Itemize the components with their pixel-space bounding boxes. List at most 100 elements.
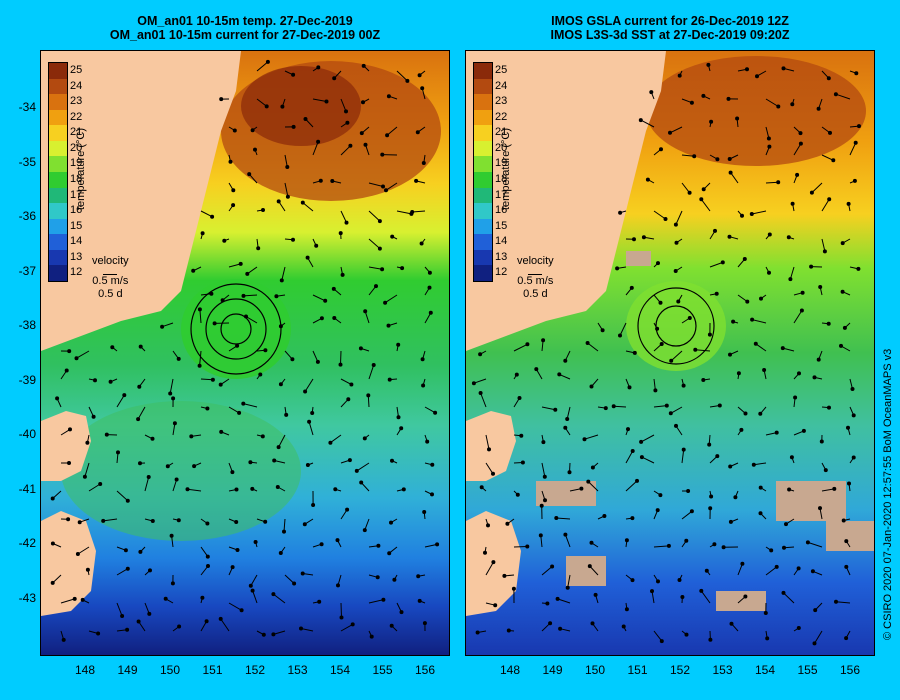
colorbar-swatch bbox=[474, 234, 492, 250]
current-vector bbox=[557, 598, 571, 604]
current-vector-head bbox=[827, 197, 832, 202]
current-vector-head bbox=[851, 455, 856, 460]
current-vector bbox=[187, 488, 202, 492]
right-map-svg bbox=[466, 51, 874, 655]
current-vector-head bbox=[538, 533, 543, 538]
colorbar-swatch bbox=[49, 94, 67, 110]
colorbar-tick-label: 24 bbox=[495, 79, 508, 92]
current-vector bbox=[765, 181, 779, 184]
current-vector-head bbox=[104, 432, 109, 437]
current-vector-head bbox=[284, 412, 289, 417]
current-vector-head bbox=[361, 63, 366, 68]
current-vector-head bbox=[554, 516, 559, 520]
current-vector-head bbox=[818, 506, 822, 511]
current-vector-head bbox=[557, 372, 562, 377]
credit-text: © CSIRO 2020 07-Jan-2020 12:57:55 BoM Oc… bbox=[882, 348, 894, 640]
current-vector-head bbox=[727, 157, 732, 161]
current-vector-head bbox=[238, 261, 243, 266]
current-vector-head bbox=[850, 387, 855, 391]
current-vector-head bbox=[348, 143, 353, 148]
current-vector bbox=[807, 541, 823, 548]
current-vector bbox=[250, 574, 258, 586]
current-vector-head bbox=[798, 131, 803, 136]
current-vector-head bbox=[328, 440, 333, 445]
current-vector-head bbox=[335, 538, 340, 543]
current-vector-head bbox=[392, 577, 397, 582]
right-title-line2: IMOS L3S-3d SST at 27-Dec-2019 09:20Z bbox=[550, 28, 790, 42]
current-vector-head bbox=[541, 338, 546, 343]
current-vector-head bbox=[812, 375, 817, 380]
current-vector-head bbox=[248, 460, 253, 465]
current-vector-head bbox=[856, 266, 861, 271]
current-vector bbox=[385, 182, 398, 191]
current-vector-head bbox=[828, 130, 832, 135]
current-vector-head bbox=[653, 388, 658, 393]
current-vector-head bbox=[210, 377, 215, 382]
current-vector bbox=[312, 141, 319, 156]
current-vector-head bbox=[377, 246, 382, 251]
current-vector-head bbox=[800, 290, 805, 295]
current-vector-head bbox=[120, 614, 125, 618]
current-vector-head bbox=[74, 356, 79, 361]
current-vector-head bbox=[618, 210, 623, 215]
current-vector-head bbox=[123, 548, 128, 553]
current-vector bbox=[541, 462, 546, 477]
current-vector bbox=[640, 434, 655, 443]
current-vector-head bbox=[587, 564, 592, 569]
current-vector-head bbox=[276, 445, 281, 450]
current-vector-head bbox=[699, 588, 704, 593]
current-vector bbox=[228, 263, 241, 268]
colorbar-swatch bbox=[474, 109, 492, 126]
current-vector-head bbox=[793, 395, 798, 400]
current-vector-head bbox=[832, 486, 837, 491]
current-vector-head bbox=[415, 130, 420, 135]
current-vector-head bbox=[659, 147, 663, 152]
current-vector-head bbox=[809, 190, 814, 195]
current-vector-head bbox=[271, 592, 276, 597]
colorbar-tick-label: 22 bbox=[70, 110, 83, 123]
current-vector-head bbox=[852, 178, 857, 183]
current-vector-head bbox=[422, 510, 427, 514]
current-vector-head bbox=[755, 74, 759, 79]
current-vector-head bbox=[305, 255, 310, 260]
current-vector bbox=[849, 142, 857, 156]
current-vector-head bbox=[417, 598, 422, 603]
current-vector bbox=[793, 310, 803, 324]
current-vector-head bbox=[728, 352, 732, 357]
current-vector-head bbox=[256, 246, 261, 251]
current-vector-head bbox=[805, 540, 810, 545]
current-vector-head bbox=[383, 300, 388, 305]
current-vector bbox=[814, 630, 823, 644]
colorbar-swatch bbox=[49, 249, 67, 266]
current-vector bbox=[368, 238, 381, 249]
current-vector-head bbox=[108, 379, 113, 384]
current-vector-head bbox=[743, 411, 748, 416]
warm-water-patch bbox=[646, 56, 866, 166]
current-vector-head bbox=[787, 487, 792, 492]
current-vector-head bbox=[315, 359, 320, 364]
current-vector-head bbox=[740, 213, 744, 218]
current-vector-head bbox=[796, 566, 801, 571]
longitude-label: 154 bbox=[754, 663, 776, 677]
current-vector bbox=[751, 210, 767, 215]
current-vector-head bbox=[169, 533, 174, 538]
colorbar-tick-label: 23 bbox=[70, 95, 83, 108]
current-vector bbox=[653, 405, 667, 408]
current-vector-head bbox=[205, 554, 210, 559]
current-vector-head bbox=[239, 608, 244, 613]
current-vector-head bbox=[677, 578, 682, 582]
current-vector bbox=[228, 602, 242, 611]
longitude-label: 153 bbox=[712, 663, 733, 677]
current-vector-head bbox=[801, 428, 806, 433]
current-vector-head bbox=[689, 100, 694, 105]
current-vector-head bbox=[789, 455, 794, 460]
colorbar-swatch bbox=[474, 125, 492, 141]
current-vector-head bbox=[93, 378, 97, 383]
current-vector-head bbox=[375, 575, 380, 580]
longitude-label: 150 bbox=[159, 663, 181, 677]
current-vector-head bbox=[797, 371, 801, 376]
current-vector bbox=[821, 488, 835, 492]
colorbar-swatch bbox=[49, 63, 67, 79]
current-vector bbox=[765, 98, 779, 107]
current-vector-head bbox=[639, 439, 644, 444]
